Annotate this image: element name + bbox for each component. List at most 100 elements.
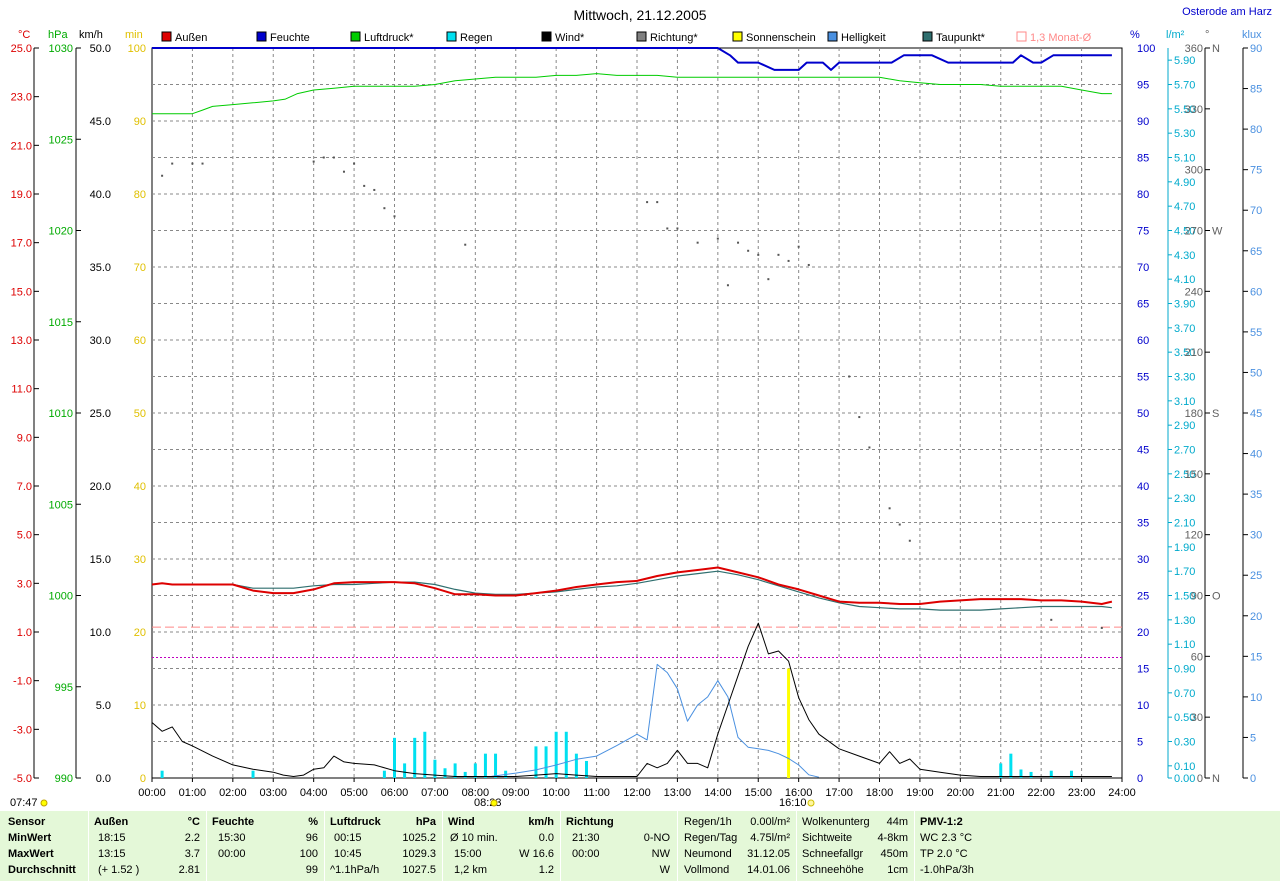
humidity-tick-label: 50 bbox=[1137, 408, 1149, 420]
rain-bar bbox=[463, 771, 467, 778]
rain-bar bbox=[483, 753, 487, 778]
pressure-tick-label: 1010 bbox=[49, 408, 73, 420]
direction-dot bbox=[767, 278, 770, 281]
lux-tick-label: 85 bbox=[1250, 84, 1262, 96]
lux-tick-label: 15 bbox=[1250, 651, 1262, 663]
humidity-tick-label: 70 bbox=[1137, 262, 1149, 274]
direction-dot bbox=[1100, 626, 1103, 629]
direction-dot bbox=[726, 284, 729, 287]
direction-dot bbox=[373, 188, 376, 191]
humidity-tick-label: 20 bbox=[1137, 627, 1149, 639]
direction-compass-label: N bbox=[1212, 43, 1220, 55]
rain-bar bbox=[1019, 769, 1023, 778]
statistics-panel: Sensor MinWert MaxWert Durchschnitt Auße… bbox=[0, 811, 1280, 881]
stats-pmv-tp: TP 2.0 °C bbox=[920, 848, 968, 860]
humidity-tick-label: 45 bbox=[1137, 445, 1149, 457]
time-tick-label: 16:00 bbox=[785, 787, 813, 799]
stats-regen-tag: 4.75l/m² bbox=[750, 832, 790, 844]
rain-tick-label: 5.70 bbox=[1174, 80, 1195, 92]
humidity-tick-label: 60 bbox=[1137, 335, 1149, 347]
temp-tick-label: 7.0 bbox=[17, 481, 32, 493]
rain-tick-label: 5.10 bbox=[1174, 153, 1195, 165]
legend-label: Helligkeit bbox=[841, 32, 886, 44]
temp-tick-label: 13.0 bbox=[11, 335, 32, 347]
direction-tick-label: 0 bbox=[1197, 773, 1203, 785]
time-tick-label: 24:00 bbox=[1108, 787, 1136, 799]
direction-dot bbox=[848, 375, 851, 378]
stats-richtung-min-time: 21:30 bbox=[572, 832, 600, 844]
stats-wind-max-time: 15:00 bbox=[454, 848, 482, 860]
rain-bar bbox=[1049, 770, 1053, 778]
brightness-line bbox=[491, 663, 820, 778]
rain-tick-label: 1.30 bbox=[1174, 615, 1195, 627]
temp-tick-label: -5.0 bbox=[13, 773, 32, 785]
temp-tick-label: 3.0 bbox=[17, 578, 32, 590]
rain-bar bbox=[423, 731, 427, 778]
temp-unit: °C bbox=[18, 29, 30, 41]
rain-tick-label: 0.90 bbox=[1174, 664, 1195, 676]
lux-tick-label: 70 bbox=[1250, 205, 1262, 217]
stats-aussen-max: 3.7 bbox=[184, 848, 200, 860]
stats-wind-header: Wind bbox=[448, 816, 475, 828]
stats-feuchte-min-time: 15:30 bbox=[218, 832, 246, 844]
wind-tick-label: 45.0 bbox=[90, 116, 111, 128]
rain-bar bbox=[1009, 753, 1013, 778]
stats-feuchte-min: 96 bbox=[305, 832, 318, 844]
time-tick-label: 12:00 bbox=[623, 787, 651, 799]
pressure-tick-label: 1020 bbox=[49, 226, 73, 238]
direction-dot bbox=[171, 162, 174, 165]
rain-tick-label: 4.30 bbox=[1174, 250, 1195, 262]
time-tick-label: 09:00 bbox=[502, 787, 530, 799]
legend-label: Sonnenschein bbox=[746, 32, 816, 44]
stats-sichtweite: 4-8km bbox=[877, 832, 908, 844]
sun-tick-label: 100 bbox=[128, 43, 146, 55]
lux-tick-label: 20 bbox=[1250, 611, 1262, 623]
rain-bar bbox=[433, 759, 437, 778]
time-tick-label: 17:00 bbox=[825, 787, 853, 799]
wind-tick-label: 25.0 bbox=[90, 408, 111, 420]
stats-wind-avg: 1.2 bbox=[538, 864, 554, 876]
legend-label: Außen bbox=[175, 32, 207, 44]
time-tick-label: 21:00 bbox=[987, 787, 1015, 799]
stats-luftdruck-unit: hPa bbox=[415, 816, 436, 828]
direction-dot bbox=[383, 207, 386, 210]
rain-bar bbox=[160, 770, 164, 778]
rain-bar bbox=[413, 737, 417, 778]
direction-dot bbox=[666, 227, 669, 230]
rain-tick-label: 1.90 bbox=[1174, 542, 1195, 554]
humidity-tick-label: 10 bbox=[1137, 700, 1149, 712]
direction-tick-label: 120 bbox=[1185, 530, 1203, 542]
stats-regen-1h-label: Regen/1h bbox=[684, 816, 732, 828]
direction-tick-label: 180 bbox=[1185, 408, 1203, 420]
lux-tick-label: 10 bbox=[1250, 692, 1262, 704]
stats-pmv-header: PMV-1:2 bbox=[920, 816, 963, 828]
stats-richtung-header: Richtung bbox=[566, 816, 614, 828]
pressure-tick-label: 995 bbox=[55, 682, 73, 694]
direction-dot bbox=[656, 201, 659, 204]
direction-dot bbox=[696, 241, 699, 244]
legend-swatch bbox=[827, 31, 838, 42]
sun-tick-label: 10 bbox=[134, 700, 146, 712]
stats-feuchte-max-time: 00:00 bbox=[218, 848, 246, 860]
temp-tick-label: 15.0 bbox=[11, 286, 32, 298]
stats-aussen-header: Außen bbox=[94, 816, 129, 828]
lux-tick-label: 75 bbox=[1250, 165, 1262, 177]
time-tick-label: 07:00 bbox=[421, 787, 449, 799]
update-sun-icon bbox=[40, 799, 48, 807]
stats-regen-tag-label: Regen/Tag bbox=[684, 832, 738, 844]
rain-tick-label: 4.70 bbox=[1174, 201, 1195, 213]
wind-tick-label: 35.0 bbox=[90, 262, 111, 274]
legend-swatch bbox=[1016, 31, 1027, 42]
direction-dot bbox=[1050, 618, 1053, 621]
sunset-icon bbox=[807, 799, 815, 807]
direction-tick-label: 30 bbox=[1191, 712, 1203, 724]
humidity-tick-label: 65 bbox=[1137, 299, 1149, 311]
rain-bar bbox=[1069, 770, 1073, 778]
humidity-line bbox=[152, 47, 1112, 71]
stats-row-max: MaxWert bbox=[8, 848, 54, 860]
direction-compass-label: S bbox=[1212, 408, 1219, 420]
stats-wind-distance: 1,2 km bbox=[454, 864, 488, 876]
weather-chart: Mittwoch, 21.12.2005 Osterode am Harz °C hP… bbox=[10, 6, 1272, 809]
humidity-tick-label: 30 bbox=[1137, 554, 1149, 566]
direction-dot bbox=[787, 259, 790, 262]
